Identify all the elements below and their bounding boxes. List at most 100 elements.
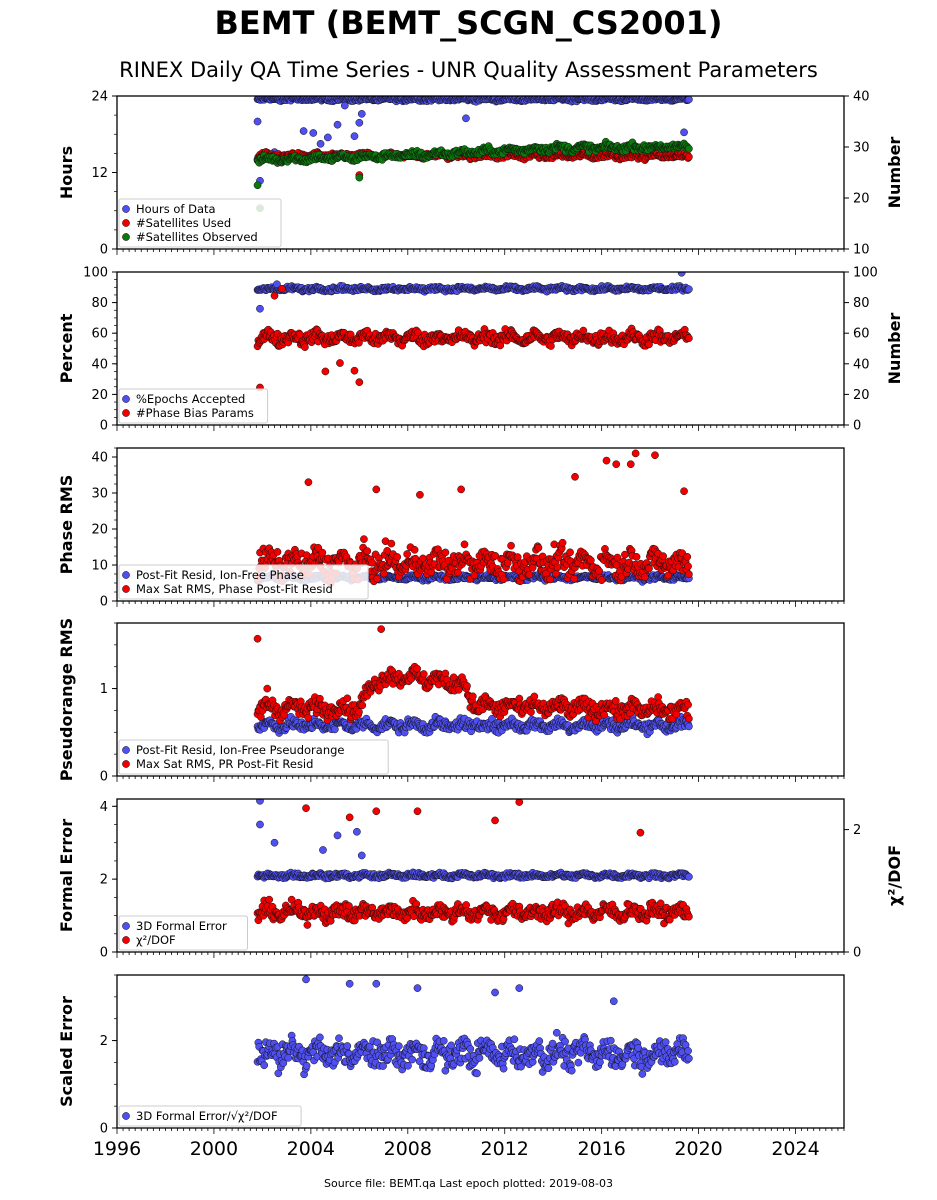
legend-marker [122,409,130,417]
data-point [641,573,649,581]
data-point [410,545,419,554]
data-point [270,291,279,300]
data-point [309,129,318,137]
data-point [393,553,402,561]
y-tick-label: 12 [91,166,108,181]
data-point [626,460,635,469]
data-point [441,548,450,557]
data-point [683,552,692,561]
panel-2: 020406080100Percent020406080100Number%Ep… [57,266,904,434]
data-point [333,120,342,129]
legend-marker [122,205,130,213]
data-point [534,543,543,552]
data-point [685,96,693,104]
data-point [597,576,606,585]
y-tick-label: 40 [91,451,108,466]
data-point [651,451,659,460]
data-point [387,539,396,548]
series--satellites-observed [253,137,693,213]
data-point [659,552,667,560]
data-point [680,128,688,137]
y-tick-label: 20 [91,523,108,538]
data-point [355,173,364,182]
data-point [355,118,364,127]
y-tick-label: 60 [91,327,108,342]
chart-subtitle: RINEX Daily QA Time Series - UNR Quality… [119,58,818,82]
data-point [632,553,641,561]
data-point [553,563,562,572]
plot-area [253,625,693,739]
data-point [685,334,693,343]
data-point [454,685,463,694]
y2-axis-label: Number [885,313,904,385]
y-axis-label: Percent [57,313,76,383]
data-point [570,574,579,583]
data-point [403,550,412,558]
data-point [457,485,465,494]
data-point [355,378,364,387]
data-point [380,569,388,578]
legend-label: #Satellites Observed [136,230,258,244]
legend-label: #Satellites Used [136,216,231,230]
data-point [586,556,595,565]
data-point [684,562,692,571]
data-point [299,127,308,135]
legend-marker [122,571,130,579]
data-point [355,708,363,716]
y-tick-label: 10 [91,559,108,574]
data-point [316,139,325,148]
data-point [528,563,537,572]
data-point [360,535,368,543]
data-point [253,181,262,190]
y-axis-label: Hours [57,146,76,199]
data-point [507,541,515,550]
data-point [372,485,381,494]
data-point [685,153,693,161]
data-point [373,574,382,583]
data-point [566,548,574,557]
data-point [595,567,603,575]
data-point [357,110,366,118]
data-point [645,564,653,573]
series--epochs-accepted [253,272,693,313]
data-point [685,144,693,153]
data-point [304,713,313,722]
data-point [253,117,262,126]
data-point [525,570,534,579]
data-point [336,359,344,367]
data-point [685,570,693,579]
y2-tick-label: 0 [853,419,861,434]
data-point [350,132,359,141]
data-point [677,272,686,277]
data-point [413,664,421,673]
data-point [454,568,462,577]
plot-area [253,272,693,392]
data-point [499,575,508,584]
data-point [547,342,555,350]
data-point [468,692,477,701]
data-point [419,670,428,678]
data-point [330,725,339,734]
legend: Hours of Data#Satellites Used#Satellites… [118,198,282,248]
series-hours-of-data [253,96,693,185]
data-point [323,133,332,142]
y-axis-label: Phase RMS [57,475,76,575]
y2-axis-label: Number [885,137,904,209]
legend-marker [122,395,130,403]
data-point [343,694,352,703]
data-point [612,460,621,469]
data-point [602,456,611,465]
data-point [321,367,330,376]
data-point [416,490,424,499]
data-point [571,472,579,481]
data-point [631,449,640,458]
legend-marker [122,219,130,227]
legend: %Epochs Accepted#Phase Bias Params [118,388,269,424]
legend-label: #Phase Bias Params [136,406,254,420]
y-tick-label: 0 [100,595,108,610]
data-point [301,343,309,351]
legend-marker [122,233,130,241]
chart-title: BEMT (BEMT_SCGN_CS2001) [214,4,723,42]
